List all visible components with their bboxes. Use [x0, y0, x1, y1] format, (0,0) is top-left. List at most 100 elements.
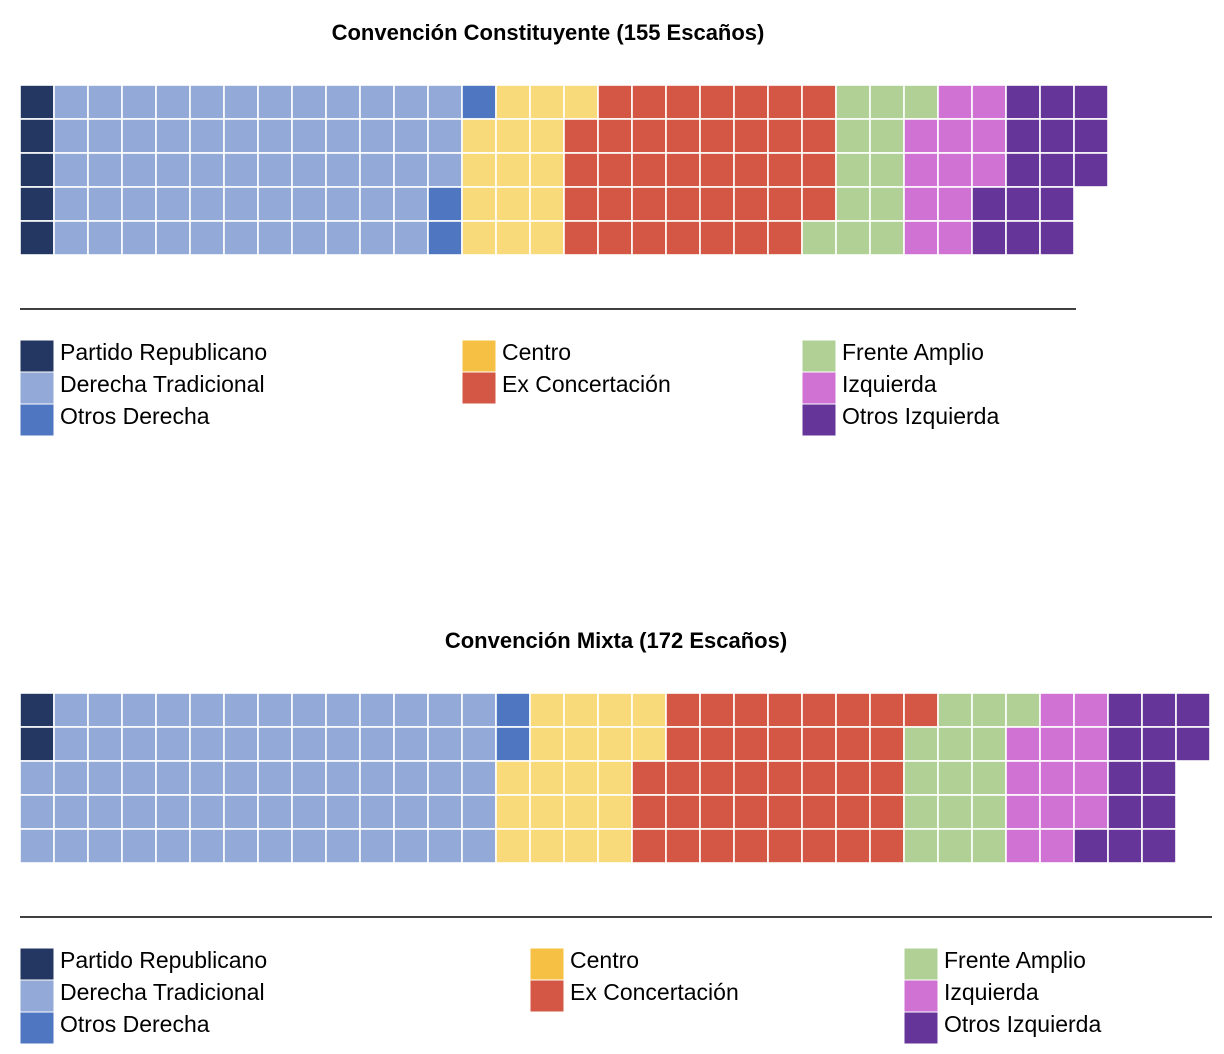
seat-ex-concertacion: [631, 186, 667, 222]
seat-derecha-tradicional: [223, 152, 259, 188]
seat-derecha-tradicional: [121, 118, 157, 154]
seat-ex-concertacion: [835, 794, 871, 830]
seat-frente-amplio: [903, 760, 939, 796]
seat-otros-izquierda: [1039, 220, 1075, 256]
seat-ex-concertacion: [835, 760, 871, 796]
seat-centro: [597, 726, 633, 762]
seat-partido-republicano: [19, 692, 55, 728]
seat-derecha-tradicional: [325, 152, 361, 188]
seat-centro: [563, 692, 599, 728]
seat-izquierda: [1039, 760, 1075, 796]
seat-derecha-tradicional: [461, 760, 497, 796]
seat-izquierda: [937, 186, 973, 222]
seat-derecha-tradicional: [121, 828, 157, 864]
legend-label-izquierda: Izquierda: [944, 979, 1039, 1005]
seat-derecha-tradicional: [257, 152, 293, 188]
seat-ex-concertacion: [699, 84, 735, 120]
seat-centro: [597, 760, 633, 796]
seat-ex-concertacion: [869, 828, 905, 864]
seat-frente-amplio: [869, 118, 905, 154]
seat-izquierda: [937, 220, 973, 256]
seat-ex-concertacion: [631, 220, 667, 256]
seat-frente-amplio: [971, 794, 1007, 830]
seat-ex-concertacion: [665, 692, 701, 728]
seat-centro: [529, 84, 565, 120]
seat-derecha-tradicional: [325, 186, 361, 222]
seat-ex-concertacion: [801, 760, 837, 796]
seat-derecha-tradicional: [291, 118, 327, 154]
seat-ex-concertacion: [801, 118, 837, 154]
seat-partido-republicano: [19, 726, 55, 762]
seat-centro: [529, 760, 565, 796]
seat-derecha-tradicional: [393, 84, 429, 120]
seat-derecha-tradicional: [257, 794, 293, 830]
seat-frente-amplio: [937, 692, 973, 728]
seat-ex-concertacion: [801, 152, 837, 188]
seat-frente-amplio: [835, 186, 871, 222]
seat-centro: [563, 84, 599, 120]
legend: Partido Republicano Derecha Tradicional Ot…: [19, 339, 999, 437]
seat-derecha-tradicional: [87, 828, 123, 864]
seat-derecha-tradicional: [223, 828, 259, 864]
legend-label-frente-amplio: Frente Amplio: [944, 947, 1086, 973]
seat-ex-concertacion: [801, 186, 837, 222]
seat-derecha-tradicional: [291, 726, 327, 762]
seat-derecha-tradicional: [87, 84, 123, 120]
seat-otros-izquierda: [1175, 692, 1211, 728]
seat-otros-izquierda: [1141, 828, 1177, 864]
seat-derecha-tradicional: [189, 726, 225, 762]
seat-izquierda: [1005, 794, 1041, 830]
seat-ex-concertacion: [699, 828, 735, 864]
seat-derecha-tradicional: [155, 726, 191, 762]
seat-derecha-tradicional: [291, 220, 327, 256]
seat-derecha-tradicional: [359, 118, 395, 154]
legend-swatch-otros-izquierda: [903, 1011, 939, 1045]
seat-ex-concertacion: [767, 828, 803, 864]
seat-derecha-tradicional: [393, 152, 429, 188]
seat-izquierda: [1039, 828, 1075, 864]
seat-derecha-tradicional: [291, 152, 327, 188]
seat-derecha-tradicional: [359, 692, 395, 728]
seat-derecha-tradicional: [325, 220, 361, 256]
seat-ex-concertacion: [903, 692, 939, 728]
seat-frente-amplio: [971, 692, 1007, 728]
seat-derecha-tradicional: [53, 692, 89, 728]
seat-derecha-tradicional: [87, 118, 123, 154]
seat-ex-concertacion: [597, 152, 633, 188]
seat-ex-concertacion: [767, 84, 803, 120]
seat-derecha-tradicional: [223, 186, 259, 222]
seat-frente-amplio: [1005, 692, 1041, 728]
seat-izquierda: [971, 152, 1007, 188]
legend-swatch-partido-republicano: [19, 339, 55, 373]
seat-otros-derecha: [461, 84, 497, 120]
seat-ex-concertacion: [631, 828, 667, 864]
seat-derecha-tradicional: [19, 794, 55, 830]
seat-ex-concertacion: [767, 186, 803, 222]
seat-frente-amplio: [903, 794, 939, 830]
legend-label-partido-republicano: Partido Republicano: [60, 339, 267, 365]
seat-derecha-tradicional: [121, 794, 157, 830]
seat-derecha-tradicional: [155, 152, 191, 188]
seat-frente-amplio: [937, 828, 973, 864]
legend-label-otros-derecha: Otros Derecha: [60, 403, 210, 429]
seat-ex-concertacion: [835, 828, 871, 864]
seat-derecha-tradicional: [121, 220, 157, 256]
chart-title: Convención Mixta (172 Escaños): [445, 628, 787, 653]
seat-derecha-tradicional: [393, 186, 429, 222]
seat-ex-concertacion: [801, 828, 837, 864]
seat-derecha-tradicional: [325, 794, 361, 830]
seat-ex-concertacion: [699, 186, 735, 222]
seat-ex-concertacion: [869, 692, 905, 728]
seat-centro: [495, 760, 531, 796]
seat-centro: [461, 152, 497, 188]
seat-derecha-tradicional: [291, 186, 327, 222]
seat-ex-concertacion: [597, 118, 633, 154]
seat-frente-amplio: [937, 726, 973, 762]
seat-derecha-tradicional: [359, 186, 395, 222]
seat-partido-republicano: [19, 118, 55, 154]
seat-derecha-tradicional: [53, 186, 89, 222]
seat-derecha-tradicional: [19, 760, 55, 796]
seat-derecha-tradicional: [291, 84, 327, 120]
seat-ex-concertacion: [733, 794, 769, 830]
